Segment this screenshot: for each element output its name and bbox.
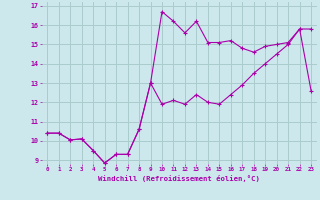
X-axis label: Windchill (Refroidissement éolien,°C): Windchill (Refroidissement éolien,°C) — [98, 175, 260, 182]
